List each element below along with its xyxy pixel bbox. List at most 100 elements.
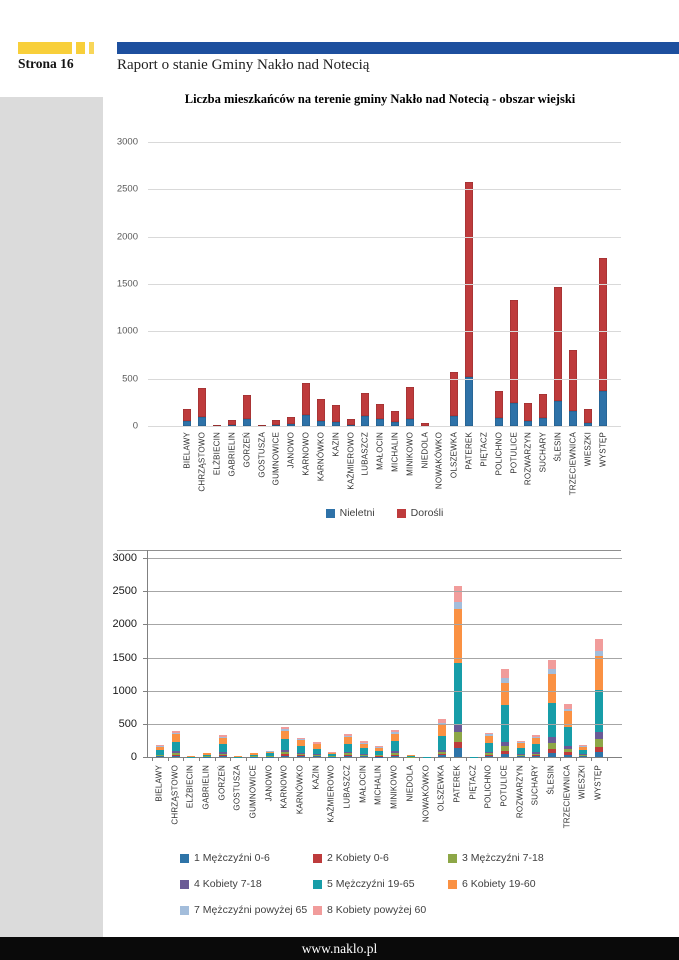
y-tick-label: 1000 xyxy=(112,684,137,697)
bar-segment xyxy=(579,745,588,747)
bar-gostusza xyxy=(234,756,243,757)
x-axis-label: LUBASZCZ xyxy=(360,432,370,476)
bar-segment xyxy=(312,742,321,744)
x-tick xyxy=(167,757,169,761)
bar-segment xyxy=(171,751,180,753)
y-tick-500 xyxy=(143,723,147,725)
bar-slot-gumnowice xyxy=(246,550,262,757)
bar-segment xyxy=(516,756,525,757)
chart2-top-border xyxy=(117,550,621,551)
gridline-1000 xyxy=(148,690,622,692)
bar-paterek xyxy=(465,181,474,426)
bar-slot-kaźmierowo xyxy=(343,142,358,426)
bar-segment xyxy=(595,690,604,733)
bar-segment xyxy=(563,703,572,709)
bar-gorzeń xyxy=(242,394,251,426)
bar-karnowo xyxy=(302,382,311,426)
y-tick-label: 0 xyxy=(130,751,137,763)
y-tick-0 xyxy=(143,757,147,758)
bar-segment xyxy=(287,424,296,426)
x-label-slot: GABRIELIN xyxy=(198,763,214,849)
bar-slot-małocin xyxy=(356,550,372,757)
x-label-slot: KAZIN xyxy=(328,430,343,514)
bar-slot-suchary xyxy=(529,550,545,757)
gridline-3000 xyxy=(148,558,622,559)
x-label-slot: GUMNOWICE xyxy=(269,430,284,514)
legend-item-6-kobiety-19-60: 6 Kobiety 19-60 xyxy=(448,871,544,897)
bar-segment xyxy=(554,286,563,401)
bar-segment xyxy=(346,424,355,426)
x-axis-label: ROZWARZYN xyxy=(523,432,533,486)
bar-segment xyxy=(344,754,353,756)
bar-slot-gostusza xyxy=(254,142,269,426)
bar-segment xyxy=(155,755,164,757)
bar-segment xyxy=(516,755,525,757)
chart2-bars xyxy=(152,550,607,757)
bar-slot-polichno xyxy=(491,142,506,426)
chart1-bars xyxy=(180,142,610,426)
legend-swatch xyxy=(396,508,406,518)
y-tick-label: 2000 xyxy=(112,618,137,631)
chart2-x-axis-labels: BIELAWY CHRZĄSTOWO ELŻBIECIN GABRIELIN GORZE… xyxy=(151,763,606,849)
chart2-y-axis-labels: 0 500 1000 1500 2000 2500 3000 xyxy=(101,550,141,763)
bar-rozwarzyn xyxy=(524,403,533,426)
bar-segment xyxy=(328,754,337,757)
bar-małocin xyxy=(359,741,368,757)
x-axis-label: OLSZEWKA xyxy=(436,765,446,812)
x-label-slot: MINIKOWO xyxy=(402,430,417,514)
bar-slot-karnowo xyxy=(278,550,294,757)
x-tick xyxy=(575,757,577,761)
bar-segment xyxy=(312,753,321,755)
bar-segment xyxy=(532,756,541,757)
bar-segment xyxy=(198,388,207,418)
bar-segment xyxy=(509,402,518,426)
bar-gorzeń xyxy=(218,735,227,757)
bar-segment xyxy=(202,753,211,755)
x-axis-label: NOWAKÓWKO xyxy=(421,765,431,823)
x-label-slot: BIELAWY xyxy=(180,430,195,514)
bar-segment xyxy=(155,755,164,756)
bar-segment xyxy=(406,755,415,756)
bar-segment xyxy=(595,746,604,752)
bar-segment xyxy=(453,747,462,757)
bar-segment xyxy=(227,419,236,426)
bar-segment xyxy=(532,752,541,754)
x-axis-label: GUMNOWICE xyxy=(248,765,258,819)
bar-rozwarzyn xyxy=(516,741,525,757)
bar-segment xyxy=(406,755,415,757)
legend-swatch xyxy=(313,853,322,863)
x-label-slot: KARNOWO xyxy=(299,430,314,514)
bar-segment xyxy=(485,742,494,752)
x-tick xyxy=(355,757,357,761)
bar-janowo xyxy=(265,750,274,757)
x-axis-label: MINIKOWO xyxy=(405,432,415,476)
bar-slot-chrząstowo xyxy=(168,550,184,757)
bar-segment xyxy=(524,420,533,426)
bar-slot-nowakówko xyxy=(419,550,435,757)
chart1-title: Liczba mieszkańców na terenie gminy Nakł… xyxy=(184,92,576,106)
bar-segment xyxy=(391,733,400,742)
bar-segment xyxy=(485,732,494,735)
bar-michalin xyxy=(375,746,384,757)
bar-występ xyxy=(598,257,607,426)
bar-segment xyxy=(375,750,384,755)
x-label-slot: GABRIELIN xyxy=(224,430,239,514)
x-label-slot: BIELAWY xyxy=(151,763,167,849)
x-axis-label: TRZECIEWNICA xyxy=(568,432,578,496)
bar-segment xyxy=(375,755,384,757)
bar-segment xyxy=(516,743,525,748)
document-title: Raport o stanie Gminy Nakło nad Notecią xyxy=(117,57,370,73)
bar-segment xyxy=(155,756,164,757)
x-axis-label: BIELAWY xyxy=(182,432,192,469)
legend-swatch xyxy=(448,879,457,889)
x-axis-label: JANOWO xyxy=(286,432,296,469)
y-tick-label: 1000 xyxy=(116,325,138,337)
bar-slot-bielawy xyxy=(152,550,168,757)
gridline-2000 xyxy=(148,236,621,238)
x-axis-label: CHRZĄSTOWO xyxy=(170,765,180,825)
x-axis-label: NIEDOLA xyxy=(420,432,430,469)
bar-segment xyxy=(500,753,509,757)
bar-segment xyxy=(218,735,227,737)
bar-segment xyxy=(297,756,306,757)
bar-slot-bielawy xyxy=(180,142,195,426)
